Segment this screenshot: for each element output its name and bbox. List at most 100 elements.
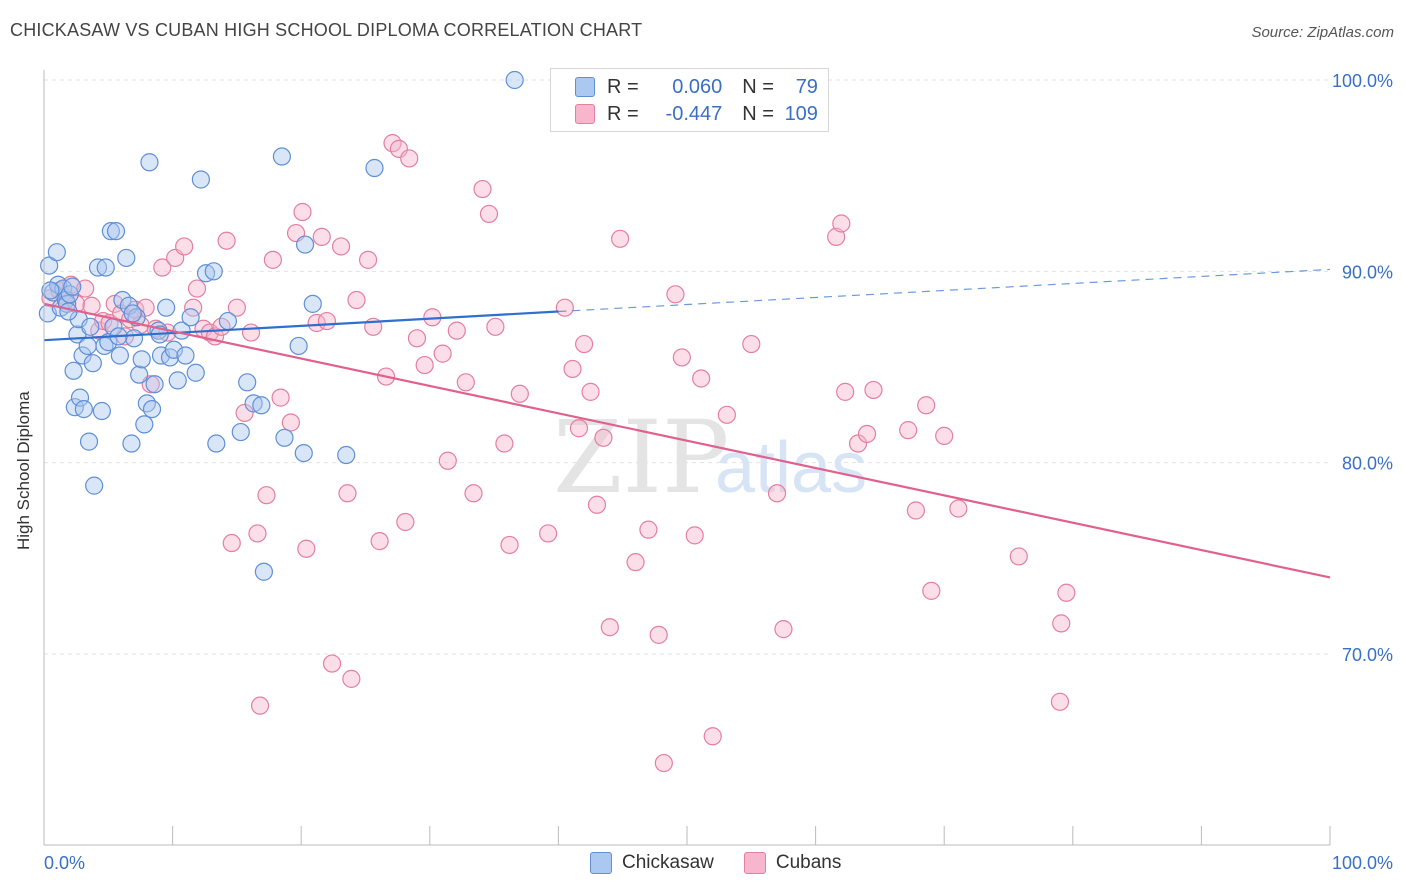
chickasaw-trend-extension	[558, 268, 1331, 313]
chickasaw-point	[238, 373, 257, 392]
cubans-point	[447, 321, 466, 340]
chickasaw-point	[181, 308, 200, 327]
chickasaw-point	[40, 256, 59, 275]
series-legend-cubans[interactable]: Cubans	[743, 852, 842, 874]
cubans-point	[175, 237, 194, 256]
chickasaw-point	[132, 350, 151, 369]
cubans-point	[717, 405, 736, 424]
chickasaw-point	[135, 415, 154, 434]
legend-n-value: 79	[795, 75, 818, 98]
chickasaw-point	[145, 375, 164, 394]
chickasaw-legend-label: Chickasaw	[622, 852, 714, 873]
cubans-point	[1052, 614, 1071, 633]
cubans-point	[227, 298, 246, 317]
cubans-point	[539, 524, 558, 543]
chickasaw-point	[79, 432, 99, 451]
source-label: Source: ZipAtlas.com	[1251, 24, 1394, 41]
cubans-point	[338, 484, 357, 503]
cubans-legend-label: Cubans	[775, 852, 842, 873]
chickasaw-point	[204, 262, 223, 281]
cubans-point	[396, 512, 415, 532]
chickasaw-point	[289, 336, 308, 356]
cubans-point	[672, 348, 691, 367]
cubans-point	[864, 380, 883, 400]
watermark: ZIP atlas	[553, 399, 867, 516]
chickasaw-point	[81, 317, 100, 336]
cubans-point	[649, 625, 668, 644]
cubans-point	[407, 329, 427, 348]
cubans-point	[322, 654, 342, 673]
chickasaw-point	[168, 371, 187, 390]
y-tick-label: 80.0%	[1342, 454, 1393, 474]
chickasaw-point	[78, 336, 97, 356]
cubans-point	[500, 535, 519, 555]
chickasaw-point	[106, 222, 126, 241]
cubans-point	[486, 317, 505, 336]
cubans-point	[836, 382, 855, 401]
cubans-point	[611, 229, 630, 248]
cubans-point	[581, 382, 600, 401]
cubans-point	[464, 484, 483, 503]
cubans-point	[293, 202, 312, 222]
chickasaw-point	[64, 361, 83, 380]
cubans-point	[917, 396, 936, 415]
chickasaw-point	[365, 158, 384, 178]
cubans-point	[949, 499, 968, 518]
cubans-point	[438, 451, 457, 470]
cubans-point	[257, 486, 276, 505]
chickasaw-point	[88, 258, 108, 277]
chickasaw-point	[142, 399, 162, 419]
chickasaw-point	[252, 396, 271, 415]
chickasaw-point	[207, 434, 226, 453]
cubans-point	[935, 426, 954, 445]
chickasaw-point	[505, 70, 524, 90]
cubans-point	[832, 214, 851, 233]
grid-layer: 70.0% 80.0% 90.0% 100.0%	[44, 71, 1393, 665]
cubans-point	[1057, 583, 1076, 602]
series-legend-chickasaw[interactable]: Chickasaw	[590, 852, 714, 874]
axes: 0.0% 100.0%	[43, 70, 1393, 873]
chickasaw-point	[63, 277, 82, 296]
chickasaw-point	[272, 147, 292, 166]
cubans-point	[827, 227, 846, 246]
legend-r-label: R =	[607, 75, 639, 98]
cubans-point	[342, 669, 361, 688]
chickasaw-point	[41, 281, 60, 300]
legend-r-value: -0.447	[665, 102, 723, 125]
cubans-point	[312, 227, 331, 246]
chickasaw-point	[130, 365, 149, 384]
cubans-point	[281, 413, 301, 432]
chickasaw-swatch	[590, 852, 612, 874]
cubans-point	[510, 384, 529, 403]
cubans-point	[685, 526, 704, 545]
cubans-point	[906, 501, 926, 520]
chickasaw-point	[101, 222, 120, 241]
cubans-point	[331, 237, 351, 256]
chickasaw-point	[337, 445, 356, 465]
cubans-point	[857, 424, 877, 444]
cubans-point	[1009, 547, 1028, 566]
cubans-point	[263, 250, 283, 269]
cubans-point	[742, 334, 761, 354]
trend-lines	[43, 268, 1331, 579]
chickasaw-point	[110, 346, 129, 365]
chickasaw-point	[303, 294, 322, 313]
cubans-point	[575, 334, 594, 354]
cubans-point	[271, 388, 290, 407]
chickasaw-point	[73, 346, 92, 365]
correlation-legend: R = 0.060 N = 79 R = -0.447 N = 109	[550, 68, 829, 132]
watermark-zip: ZIP	[553, 399, 729, 516]
cubans-point	[317, 311, 337, 331]
chickasaw-point	[275, 428, 294, 447]
cubans-point	[594, 428, 613, 447]
legend-swatch-chickasaw	[575, 77, 595, 97]
chickasaw-point	[96, 258, 115, 277]
cubans-point	[600, 618, 619, 637]
cubans-point	[433, 344, 452, 363]
cubans-point	[563, 359, 582, 379]
cubans-point	[587, 495, 607, 514]
chickasaw-point	[254, 562, 274, 581]
cubans-point	[297, 539, 316, 558]
chickasaw-point	[117, 248, 136, 268]
cubans-point	[666, 285, 685, 304]
